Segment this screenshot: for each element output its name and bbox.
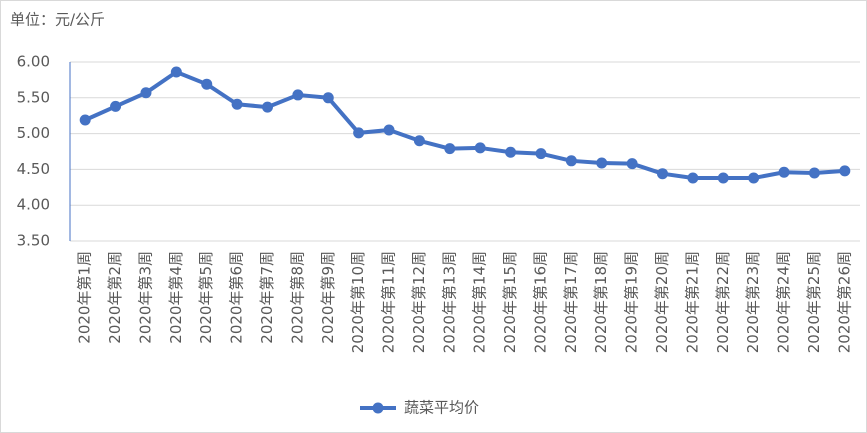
y-tick-label: 4.50 bbox=[17, 160, 50, 178]
x-tick-label: 2020年第10周 bbox=[349, 251, 367, 353]
x-tick-label: 2020年第3周 bbox=[136, 251, 154, 344]
x-tick-label: 2020年第2周 bbox=[106, 251, 124, 344]
x-tick-label: 2020年第15周 bbox=[501, 251, 519, 353]
data-point bbox=[839, 165, 851, 177]
x-tick-label: 2020年第26周 bbox=[835, 251, 853, 353]
data-point bbox=[808, 167, 820, 179]
y-tick-label: 3.50 bbox=[17, 232, 50, 250]
data-point bbox=[413, 135, 425, 147]
x-tick-label: 2020年第11周 bbox=[380, 251, 398, 353]
data-point bbox=[201, 78, 213, 90]
x-tick-label: 2020年第7周 bbox=[258, 251, 276, 344]
data-point bbox=[110, 100, 122, 112]
data-point bbox=[383, 124, 395, 136]
x-tick-label: 2020年第17周 bbox=[562, 251, 580, 353]
x-tick-label: 2020年第5周 bbox=[197, 251, 215, 344]
x-tick-label: 2020年第19周 bbox=[623, 251, 641, 353]
data-point bbox=[505, 146, 517, 158]
data-point bbox=[717, 172, 729, 184]
y-tick-label: 4.00 bbox=[17, 196, 50, 214]
data-point bbox=[474, 142, 486, 154]
x-tick-label: 2020年第6周 bbox=[228, 251, 246, 344]
legend-marker bbox=[372, 402, 384, 414]
x-tick-label: 2020年第22周 bbox=[714, 251, 732, 353]
x-tick-label: 2020年第14周 bbox=[471, 251, 489, 353]
data-point bbox=[535, 148, 547, 160]
x-tick-label: 2020年第24周 bbox=[775, 251, 793, 353]
x-tick-label: 2020年第25周 bbox=[805, 251, 823, 353]
x-tick-label: 2020年第12周 bbox=[410, 251, 428, 353]
x-tick-label: 2020年第13周 bbox=[440, 251, 458, 353]
data-point bbox=[353, 127, 365, 139]
x-tick-label: 2020年第4周 bbox=[167, 251, 185, 344]
x-tick-label: 2020年第20周 bbox=[653, 251, 671, 353]
x-tick-label: 2020年第16周 bbox=[531, 251, 549, 353]
legend-label: 蔬菜平均价 bbox=[404, 399, 479, 417]
data-point bbox=[322, 92, 334, 104]
data-point bbox=[748, 172, 760, 184]
y-tick-label: 6.00 bbox=[17, 53, 50, 71]
data-point bbox=[778, 166, 790, 178]
unit-label: 单位：元/公斤 bbox=[10, 11, 105, 29]
data-point bbox=[170, 66, 182, 78]
data-point bbox=[231, 98, 243, 110]
x-tick-label: 2020年第21周 bbox=[683, 251, 701, 353]
data-point bbox=[596, 157, 608, 169]
data-point bbox=[626, 158, 638, 170]
data-point bbox=[292, 89, 304, 101]
y-tick-label: 5.00 bbox=[17, 124, 50, 142]
x-tick-label: 2020年第8周 bbox=[288, 251, 306, 344]
data-point bbox=[79, 114, 91, 126]
data-point bbox=[565, 155, 577, 167]
data-point bbox=[444, 143, 456, 155]
x-tick-label: 2020年第9周 bbox=[319, 251, 337, 344]
data-point bbox=[687, 172, 699, 184]
x-tick-label: 2020年第1周 bbox=[76, 251, 94, 344]
x-tick-label: 2020年第23周 bbox=[744, 251, 762, 353]
data-point bbox=[657, 168, 668, 180]
data-point bbox=[262, 101, 273, 113]
x-tick-label: 2020年第18周 bbox=[592, 251, 610, 353]
data-point bbox=[140, 87, 152, 99]
y-tick-label: 5.50 bbox=[17, 88, 50, 106]
